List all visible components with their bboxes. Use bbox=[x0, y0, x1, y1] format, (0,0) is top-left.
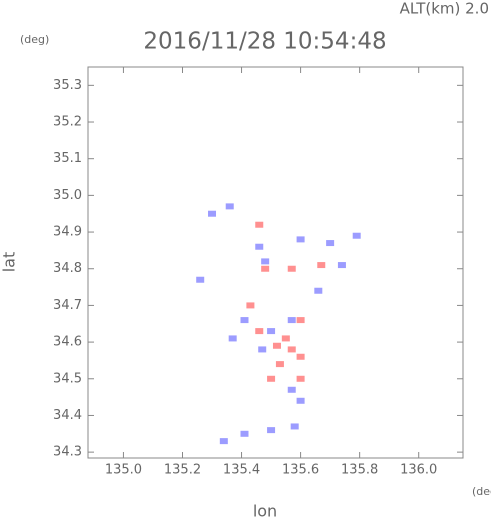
y-unit: (deg) bbox=[20, 33, 49, 46]
data-point bbox=[314, 287, 323, 294]
data-point bbox=[258, 346, 267, 353]
y-tick-label: 34.8 bbox=[53, 261, 82, 276]
y-tick-label: 35.1 bbox=[53, 151, 82, 166]
data-point bbox=[255, 328, 264, 335]
data-point bbox=[337, 262, 346, 269]
y-tick-label: 34.3 bbox=[53, 445, 82, 460]
y-tick-label: 35.0 bbox=[53, 188, 82, 203]
x-tick-label: 135.8 bbox=[341, 463, 378, 478]
data-point bbox=[225, 203, 234, 210]
data-point bbox=[228, 335, 237, 342]
x-tick-label: 135.2 bbox=[164, 463, 201, 478]
plot-frame bbox=[87, 66, 464, 459]
chart-title: 2016/11/28 10:54:48 bbox=[143, 29, 386, 55]
x-tick-label: 136.0 bbox=[400, 463, 437, 478]
data-point bbox=[352, 232, 361, 239]
y-tick-label: 34.4 bbox=[53, 408, 82, 423]
x-axis-label: lon bbox=[253, 502, 277, 521]
y-tick-label: 35.3 bbox=[53, 78, 82, 93]
data-point bbox=[326, 240, 335, 247]
data-point bbox=[267, 375, 276, 382]
x-unit: (deg) bbox=[472, 485, 491, 498]
y-tick-label: 35.2 bbox=[53, 115, 82, 130]
data-point bbox=[287, 386, 296, 393]
data-point bbox=[240, 317, 249, 324]
data-point bbox=[255, 243, 264, 250]
y-axis-label: lat bbox=[0, 252, 19, 273]
y-tick-label: 34.9 bbox=[53, 225, 82, 240]
data-point bbox=[196, 276, 205, 283]
data-point bbox=[296, 317, 305, 324]
data-point bbox=[287, 265, 296, 272]
y-tick-label: 34.7 bbox=[53, 298, 82, 313]
data-point bbox=[296, 397, 305, 404]
x-tick-label: 135.6 bbox=[282, 463, 319, 478]
data-point bbox=[219, 438, 228, 445]
chart-subtitle: ALT(km) 2.0 bbox=[400, 0, 489, 18]
data-point bbox=[296, 236, 305, 243]
y-tick-label: 34.5 bbox=[53, 371, 82, 386]
data-point bbox=[290, 423, 299, 430]
data-point bbox=[287, 317, 296, 324]
data-point bbox=[246, 302, 255, 309]
data-point bbox=[296, 375, 305, 382]
data-point bbox=[261, 258, 270, 265]
data-point bbox=[267, 328, 276, 335]
data-point bbox=[317, 262, 326, 269]
data-point bbox=[275, 361, 284, 368]
data-point bbox=[261, 265, 270, 272]
data-point bbox=[208, 210, 217, 217]
y-tick-label: 34.6 bbox=[53, 335, 82, 350]
data-point bbox=[240, 430, 249, 437]
x-tick-label: 135.0 bbox=[105, 463, 142, 478]
data-point bbox=[296, 353, 305, 360]
data-point bbox=[287, 346, 296, 353]
data-point bbox=[281, 335, 290, 342]
data-point bbox=[267, 427, 276, 434]
data-point bbox=[272, 342, 281, 349]
x-tick-label: 135.4 bbox=[223, 463, 260, 478]
data-point bbox=[255, 221, 264, 228]
